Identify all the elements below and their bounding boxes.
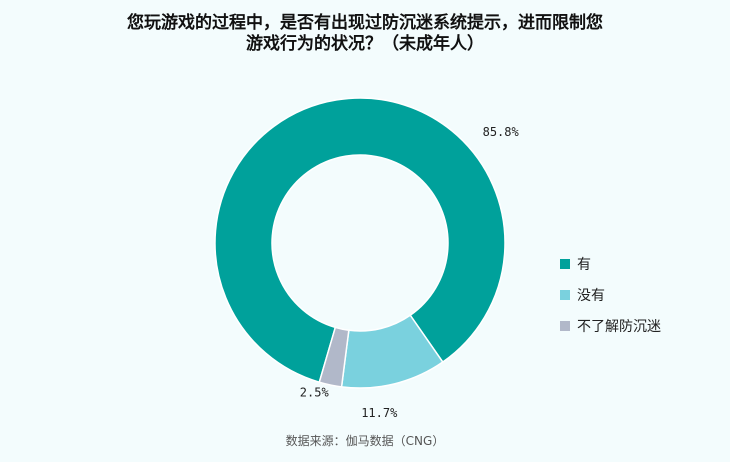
legend-label: 不了解防沉迷 [577, 319, 661, 335]
chart-title: 您玩游戏的过程中，是否有出现过防沉迷系统提示，进而限制您 游戏行为的状况？（未成… [40, 13, 690, 55]
data-label-unknown: 2.5% [300, 385, 330, 399]
legend-label: 没有 [577, 288, 605, 304]
legend-item-yes: 有 [560, 256, 661, 273]
data-label-yes: 85.8% [483, 125, 520, 139]
chart-title-line-1: 您玩游戏的过程中，是否有出现过防沉迷系统提示，进而限制您 [127, 13, 603, 33]
chart-title-line-2: 游戏行为的状况？（未成年人） [246, 34, 484, 54]
legend-item-no: 没有 [560, 287, 661, 304]
legend-item-unknown: 不了解防沉迷 [560, 318, 661, 335]
legend-swatch [560, 321, 570, 331]
legend-swatch [560, 290, 570, 300]
donut-slice-unknown [318, 326, 350, 388]
data-source: 数据来源：伽马数据（CNG） [285, 434, 445, 448]
donut-slice-yes [214, 97, 506, 384]
legend-swatch [560, 259, 570, 269]
legend-label: 有 [577, 257, 591, 273]
data-label-no: 11.7% [361, 406, 398, 420]
chart-legend: 有没有 不了解防沉迷 [560, 256, 661, 349]
